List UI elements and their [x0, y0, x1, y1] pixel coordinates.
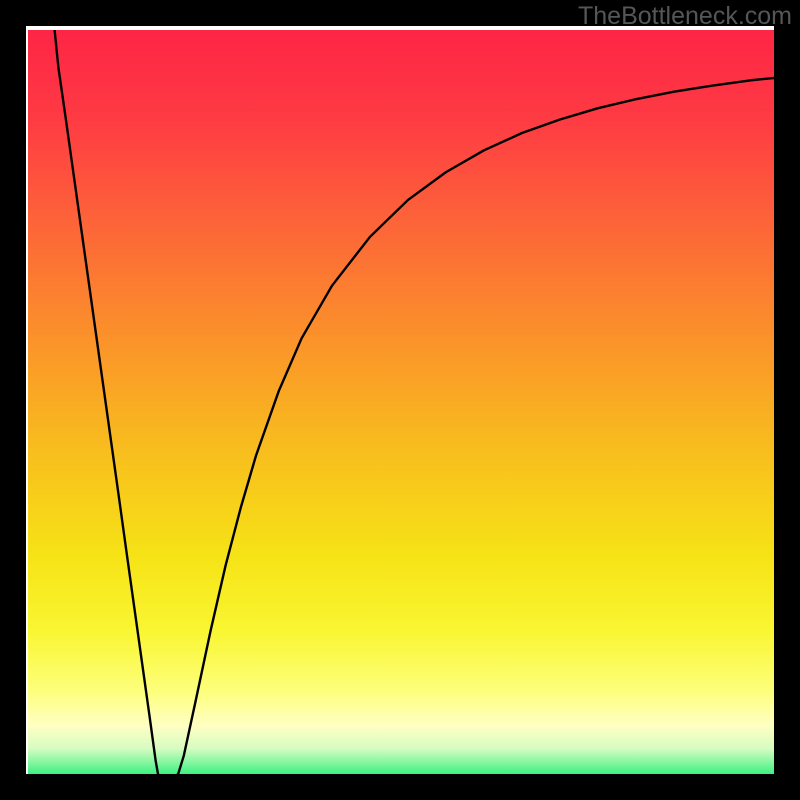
watermark-text: TheBottleneck.com	[578, 2, 792, 31]
chart-svg	[0, 0, 800, 800]
chart-frame: TheBottleneck.com	[0, 0, 800, 800]
